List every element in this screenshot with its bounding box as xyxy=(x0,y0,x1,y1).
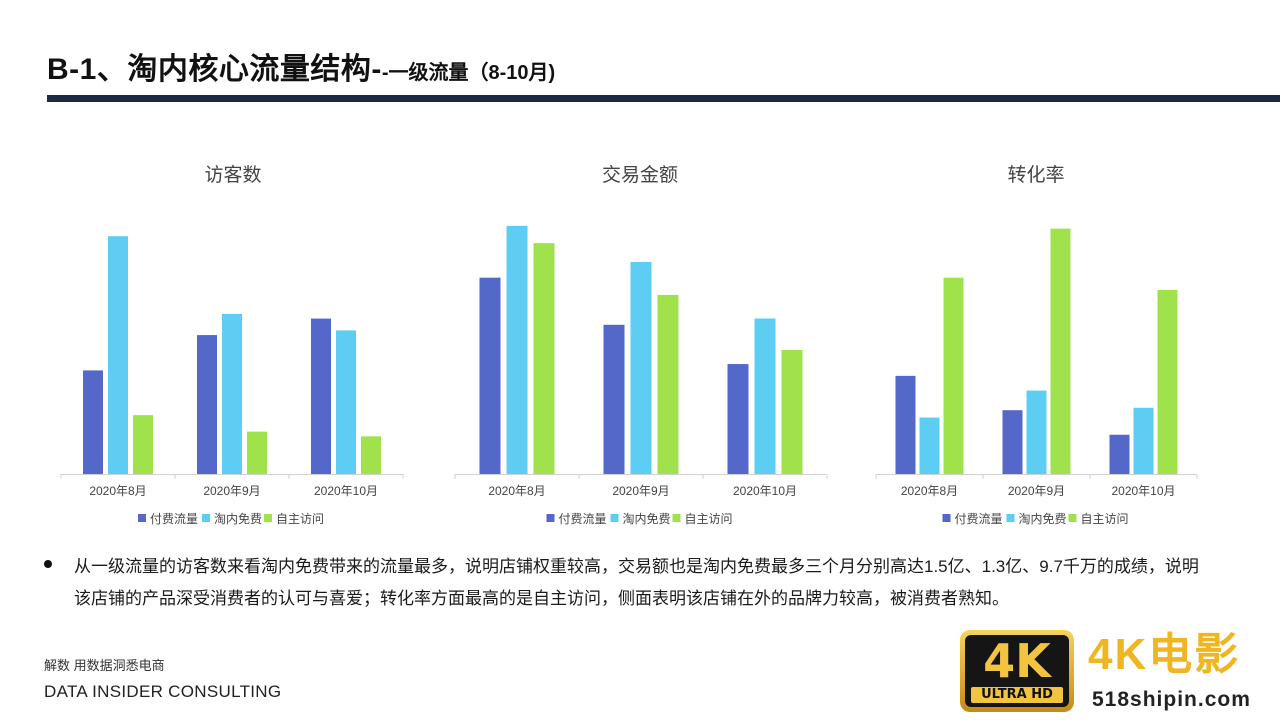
visitors-legend-swatch xyxy=(202,514,210,522)
analysis-text: 从一级流量的访客数来看淘内免费带来的流量最多，说明店铺权重较高，交易额也是淘内免… xyxy=(74,557,1199,608)
visitors-bar xyxy=(197,335,217,474)
visitors-legend-swatch xyxy=(138,514,146,522)
transaction-legend-swatch xyxy=(610,514,619,522)
transaction-bar xyxy=(754,318,776,474)
bullet-dot xyxy=(44,560,52,568)
transaction-tick-label: 2020年10月 xyxy=(733,484,797,498)
transaction-bar xyxy=(630,261,652,474)
chart-title-visitors: 访客数 xyxy=(204,165,262,186)
watermark-text: 4K电影 xyxy=(1088,630,1241,679)
transaction-bar xyxy=(479,277,501,474)
footer-company-cn: 解数 用数据洞悉电商 xyxy=(44,658,165,673)
visitors-tick-label: 2020年10月 xyxy=(314,484,378,498)
visitors-tick-label: 2020年9月 xyxy=(203,484,260,498)
visitors-bar xyxy=(83,370,103,474)
conversion-bar xyxy=(919,417,940,474)
visitors-bar xyxy=(336,330,356,474)
conversion-bar xyxy=(895,375,916,474)
transaction-bar xyxy=(533,243,555,474)
conversion-legend-label: 付费流量 xyxy=(955,512,1003,526)
transaction-bar xyxy=(603,324,625,474)
visitors-bar xyxy=(222,313,242,474)
conversion-tick-label: 2020年9月 xyxy=(1008,484,1065,498)
conversion-legend-swatch xyxy=(1006,514,1015,522)
conversion-legend-label: 淘内免费 xyxy=(1019,511,1067,526)
transaction-legend-swatch xyxy=(546,514,555,522)
visitors-legend-label: 自主访问 xyxy=(276,512,324,526)
conversion-bar xyxy=(1050,228,1071,474)
transaction-legend-label: 自主访问 xyxy=(685,512,733,526)
conversion-bar xyxy=(1109,434,1130,474)
transaction-legend-label: 淘内免费 xyxy=(623,511,671,526)
conversion-bar xyxy=(1133,407,1154,474)
transaction-legend-label: 付费流量 xyxy=(559,512,607,526)
visitors-bar xyxy=(133,415,153,474)
title-rule xyxy=(47,95,1280,102)
visitors-bar xyxy=(361,436,381,474)
conversion-tick-label: 2020年8月 xyxy=(901,484,958,498)
conversion-bar xyxy=(1002,410,1023,474)
transaction-tick-label: 2020年9月 xyxy=(612,484,669,498)
conversion-legend-swatch xyxy=(1068,514,1077,522)
title-main: B-1、淘内核心流量结构- xyxy=(47,53,382,86)
transaction-bar xyxy=(657,294,679,474)
conversion-legend-swatch xyxy=(942,514,951,522)
conversion-bar xyxy=(1026,390,1047,474)
watermark-site: 518shipin.com xyxy=(1092,688,1251,711)
transaction-bar xyxy=(506,225,528,474)
watermark-logo-4k: 4K xyxy=(983,634,1051,688)
chart-title-transaction: 交易金额 xyxy=(601,165,679,186)
transaction-tick-label: 2020年8月 xyxy=(488,484,545,498)
visitors-tick-label: 2020年8月 xyxy=(89,484,146,498)
conversion-legend-label: 自主访问 xyxy=(1081,512,1129,526)
visitors-bar xyxy=(311,318,331,474)
watermark-logo-ultrahd: ULTRA HD xyxy=(971,687,1063,703)
visitors-legend-swatch xyxy=(264,514,272,522)
visitors-bar xyxy=(108,236,128,474)
visitors-legend-label: 淘内免费 xyxy=(214,511,262,526)
visitors-legend-label: 付费流量 xyxy=(150,512,198,526)
watermark-logo: 4K ULTRA HD xyxy=(960,630,1074,712)
conversion-bar xyxy=(943,277,964,474)
title-sub: -一级流量（8-10月) xyxy=(381,62,556,84)
transaction-bar xyxy=(781,349,803,474)
footer-company-en: DATA INSIDER CONSULTING xyxy=(44,682,282,701)
page-title: B-1、淘内核心流量结构--一级流量（8-10月) xyxy=(47,44,555,88)
conversion-bar xyxy=(1157,289,1178,474)
transaction-legend-swatch xyxy=(672,514,681,522)
chart-title-conversion: 转化率 xyxy=(1007,165,1065,186)
transaction-bar xyxy=(727,364,749,474)
visitors-bar xyxy=(247,431,267,474)
conversion-tick-label: 2020年10月 xyxy=(1111,484,1175,498)
